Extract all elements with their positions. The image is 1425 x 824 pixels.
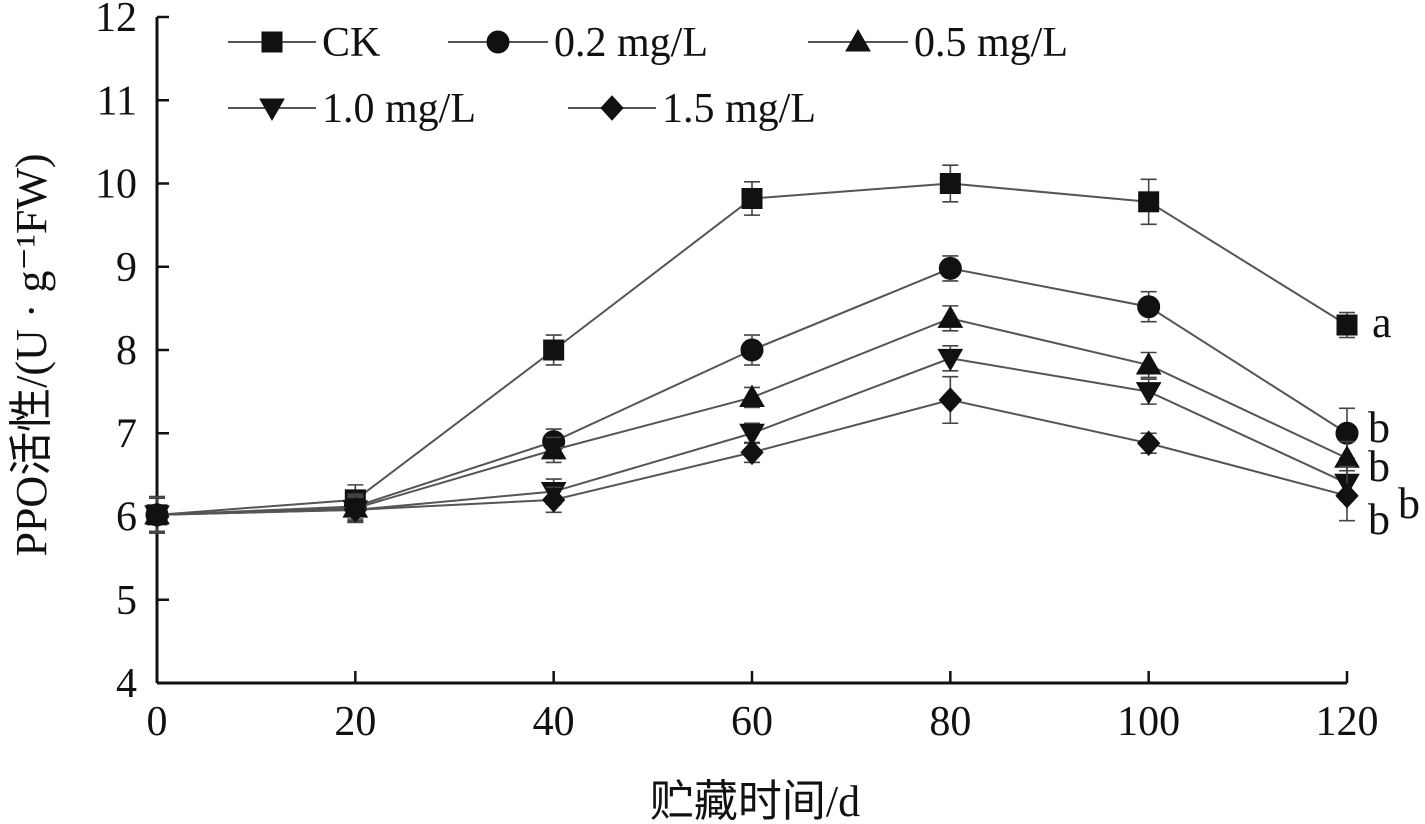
data-point [343, 497, 368, 523]
data-point [741, 187, 763, 209]
data-point [740, 439, 764, 466]
x-tick-label: 40 [533, 699, 575, 745]
data-point [1336, 314, 1358, 336]
y-tick-label: 8 [116, 328, 137, 374]
data-point [739, 423, 765, 447]
y-tick-label: 12 [95, 0, 137, 41]
legend-item: CK [228, 20, 380, 66]
data-point [938, 256, 962, 280]
data-point [1138, 191, 1160, 213]
legend-label: 1.5 mg/L [662, 86, 816, 132]
data-point [540, 436, 567, 460]
legend-item: 0.2 mg/L [448, 20, 708, 66]
y-tick-label: 9 [116, 245, 137, 291]
y-axis-title: PPO活性/(U · g⁻¹FW) [7, 153, 56, 556]
legend-label: CK [322, 20, 380, 66]
data-point [1135, 382, 1162, 405]
data-point [938, 387, 963, 413]
x-axis-title: 贮藏时间/d [650, 777, 860, 824]
legend-label: 1.0 mg/L [322, 86, 476, 132]
series-3 [144, 345, 1360, 533]
data-point [541, 487, 566, 513]
significance-label: b [1368, 442, 1390, 491]
legend-item: 1.5 mg/L [568, 86, 816, 132]
data-point [739, 384, 765, 407]
data-point [937, 305, 964, 328]
significance-label: b [1368, 495, 1390, 544]
legend-marker [259, 98, 285, 122]
legend-marker [600, 95, 624, 121]
data-point [1335, 482, 1359, 509]
y-tick-label: 10 [95, 162, 137, 208]
x-tick-label: 100 [1117, 699, 1180, 745]
legend-item: 0.5 mg/L [808, 20, 1068, 66]
legend-label: 0.5 mg/L [914, 20, 1068, 66]
data-point [939, 173, 961, 194]
legend-item: 1.0 mg/L [228, 86, 476, 132]
legend-marker [486, 30, 510, 54]
data-point [543, 339, 565, 361]
x-tick-label: 0 [147, 699, 168, 745]
series-4 [145, 375, 1359, 533]
y-tick-label: 6 [116, 495, 137, 541]
series-layer [144, 164, 1360, 534]
significance-label: b [1398, 479, 1420, 528]
significance-label: a [1372, 298, 1392, 347]
data-point [1135, 351, 1162, 375]
legend-marker [845, 28, 871, 52]
x-tick-label: 120 [1316, 699, 1379, 745]
legend-label: 0.2 mg/L [554, 20, 708, 66]
data-point [145, 502, 169, 528]
data-point [1137, 295, 1161, 319]
legend: CK 0.2 mg/L 0.5 mg/L 1.0 mg/L 1.5 mg/L [228, 20, 1068, 132]
y-tick-label: 5 [116, 578, 137, 624]
x-tick-label: 20 [334, 699, 376, 745]
y-tick-label: 4 [116, 661, 137, 707]
data-point [1136, 430, 1161, 456]
y-tick-label: 7 [116, 411, 137, 457]
y-tick-label: 11 [97, 78, 137, 124]
data-point [1334, 445, 1360, 468]
x-tick-label: 60 [731, 699, 773, 745]
significance-label: b [1368, 403, 1390, 452]
data-point [740, 338, 764, 362]
legend-marker [261, 31, 283, 53]
x-tick-label: 80 [929, 699, 971, 745]
data-point [937, 348, 964, 372]
